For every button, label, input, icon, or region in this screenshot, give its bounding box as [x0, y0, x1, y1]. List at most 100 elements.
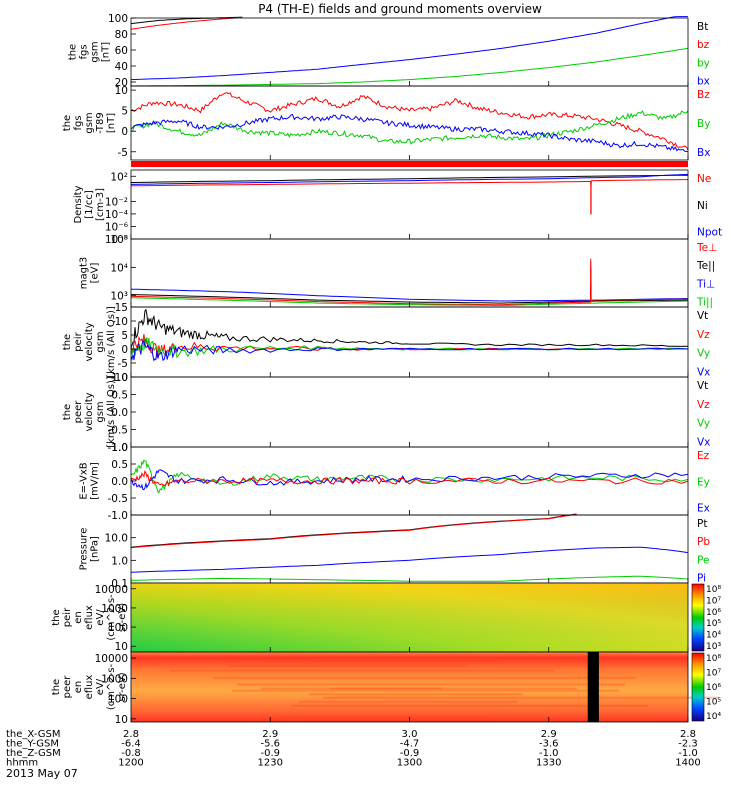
- axis-row-value: 1200: [118, 758, 143, 769]
- y-axis-label: gsm: [90, 41, 101, 62]
- legend-entry: Vz: [697, 399, 710, 411]
- y-tick-label: 0.0: [111, 476, 128, 488]
- y-tick-label: 100: [108, 622, 128, 634]
- panel-5: 1.0 0.5 0.0 -0.5 -1.0 the peer velocity gsm [km/s…: [62, 372, 710, 454]
- y-axis-label: the: [68, 44, 79, 60]
- axis-row-value: -0.9: [260, 748, 280, 759]
- y-tick-label: 0.1: [111, 578, 128, 590]
- quality-flag-bar: [131, 161, 688, 167]
- y-axis-label: en: [73, 681, 84, 694]
- legend-entry: Vz: [697, 329, 710, 341]
- y-tick-label: -5: [118, 147, 128, 159]
- legend-entry: Vx: [697, 436, 710, 448]
- axis-row-value: 2.9: [541, 729, 557, 740]
- y-axis-label: peer: [73, 400, 84, 424]
- axis-row-value: -1.0: [678, 748, 698, 759]
- spectrogram-streak: [278, 715, 491, 718]
- series-line-Pi: [130, 546, 689, 573]
- y-axis-label: the: [62, 334, 73, 350]
- legend-entry: Ey: [697, 476, 710, 488]
- y-axis-label: Density: [73, 185, 84, 223]
- y-tick-label: 0.5: [111, 459, 128, 471]
- spectrogram-streak: [307, 657, 607, 660]
- legend-entry: Te||: [696, 260, 715, 272]
- legend-entry: Bt: [697, 21, 708, 33]
- colorbar-tick-label: 10⁵: [706, 619, 721, 629]
- y-tick-label: 10.0: [105, 533, 128, 545]
- panel-7: 10.0 1.0 0.1 Pressure [nPa] Pt Pb Pe Pi: [79, 513, 710, 590]
- y-axis-label: gsm: [95, 331, 106, 352]
- y-axis-label: gsm: [84, 112, 95, 133]
- y-axis-label: the: [62, 404, 73, 420]
- ion-spectrogram-shade: [131, 583, 688, 652]
- y-tick-label: -0.5: [108, 425, 129, 437]
- panel-3: 10⁵ 10⁴ 10³ magt3 [eV] Te⊥ Te|| Ti⊥ Ti||: [79, 234, 718, 308]
- y-tick-label: 1000: [101, 603, 128, 615]
- series-line-Pt: [130, 513, 577, 548]
- axis-row-value: 1330: [536, 758, 561, 769]
- y-axis-label: (cm^2-s-: [106, 594, 117, 641]
- y-axis-label: -T89: [95, 112, 106, 134]
- axis-row-name: hhmm: [6, 758, 38, 769]
- y-tick-label: 0: [121, 126, 128, 138]
- legend-entry: Ne: [697, 173, 711, 185]
- legend-entry: bx: [697, 75, 710, 87]
- series-line-Te⊥: [130, 258, 688, 306]
- y-axis-label: [mV/m]: [90, 462, 101, 500]
- y-tick-label: 10000: [95, 653, 128, 665]
- axis-row-name: the_X-GSM: [6, 729, 60, 740]
- legend-entry: bz: [697, 39, 710, 51]
- y-tick-label: 5: [121, 106, 128, 118]
- axis-row-value: -5.6: [260, 739, 280, 750]
- panel-6: 1.0 0.5 0.0 -0.5 -1.0 E=-VxB [mV/m] Ez Ey Ex: [79, 442, 710, 522]
- series-line-bz: [130, 16, 243, 30]
- y-tick-label: 100: [108, 13, 128, 25]
- spectrogram-streak: [308, 693, 523, 696]
- y-axis-label: [1/cc]: [84, 190, 95, 219]
- colorbar: [691, 652, 705, 722]
- y-tick-label: 20: [115, 77, 128, 89]
- legend-entry: Vt: [697, 380, 708, 392]
- y-tick-label: 40: [115, 61, 128, 73]
- legend-entry: Bz: [697, 89, 710, 101]
- spectrogram-streak: [231, 689, 620, 692]
- y-axis-label: sr-eV): [117, 672, 128, 701]
- series-line-By: [130, 110, 689, 145]
- panel-1: -5 0 5 10 the fgs gsm -T89 [nT] Bz By Bx: [62, 85, 710, 167]
- legend-entry: Pt: [697, 518, 707, 530]
- y-tick-label: 100: [108, 694, 128, 706]
- spectrogram-streak: [330, 687, 578, 690]
- y-axis-label: eV/: [95, 678, 106, 695]
- y-tick-label: -5: [118, 358, 128, 370]
- y-axis-label: Pressure: [79, 528, 90, 571]
- y-axis-label: peer: [62, 675, 73, 699]
- panel-frame: [130, 514, 689, 584]
- axis-row-value: -6.4: [121, 739, 141, 750]
- panel-2: 10² 10⁻²10⁻⁴10⁻⁶10⁻⁸ Density [1/cc] [cm-3] Ne…: [73, 169, 722, 246]
- axis-row-value: -2.3: [678, 739, 698, 750]
- panel-4: 15 10 5 0 -5 -10 the peir velocity gsm [km/s (All …: [62, 302, 710, 384]
- axis-row-value: 1300: [397, 758, 422, 769]
- spectrogram-streak: [291, 704, 649, 707]
- y-tick-label: 10⁻⁴: [105, 209, 128, 221]
- y-tick-label: 10: [115, 641, 128, 653]
- y-axis-label: peir: [73, 331, 84, 351]
- series-line-Vy: [130, 337, 689, 359]
- y-axis-label: [nPa]: [90, 536, 101, 562]
- y-axis-label: [cm-3]: [95, 188, 106, 221]
- y-tick-label: 10⁴: [110, 262, 128, 274]
- axis-row-name: the_Z-GSM: [6, 748, 61, 759]
- y-tick-label: 10: [115, 85, 128, 97]
- electron-spectrogram: [131, 652, 688, 722]
- legend-entry: Npot: [697, 227, 722, 239]
- axis-row-value: -4.7: [400, 739, 420, 750]
- y-axis-label: the: [51, 679, 62, 695]
- y-axis-label: peir: [62, 607, 73, 627]
- y-axis-label: fgs: [73, 115, 84, 130]
- axis-row-value: -3.6: [539, 739, 559, 750]
- data-gap-bar: [587, 652, 599, 722]
- y-axis-label: E=-VxB: [79, 462, 90, 499]
- y-axis-label: [eV]: [90, 263, 101, 284]
